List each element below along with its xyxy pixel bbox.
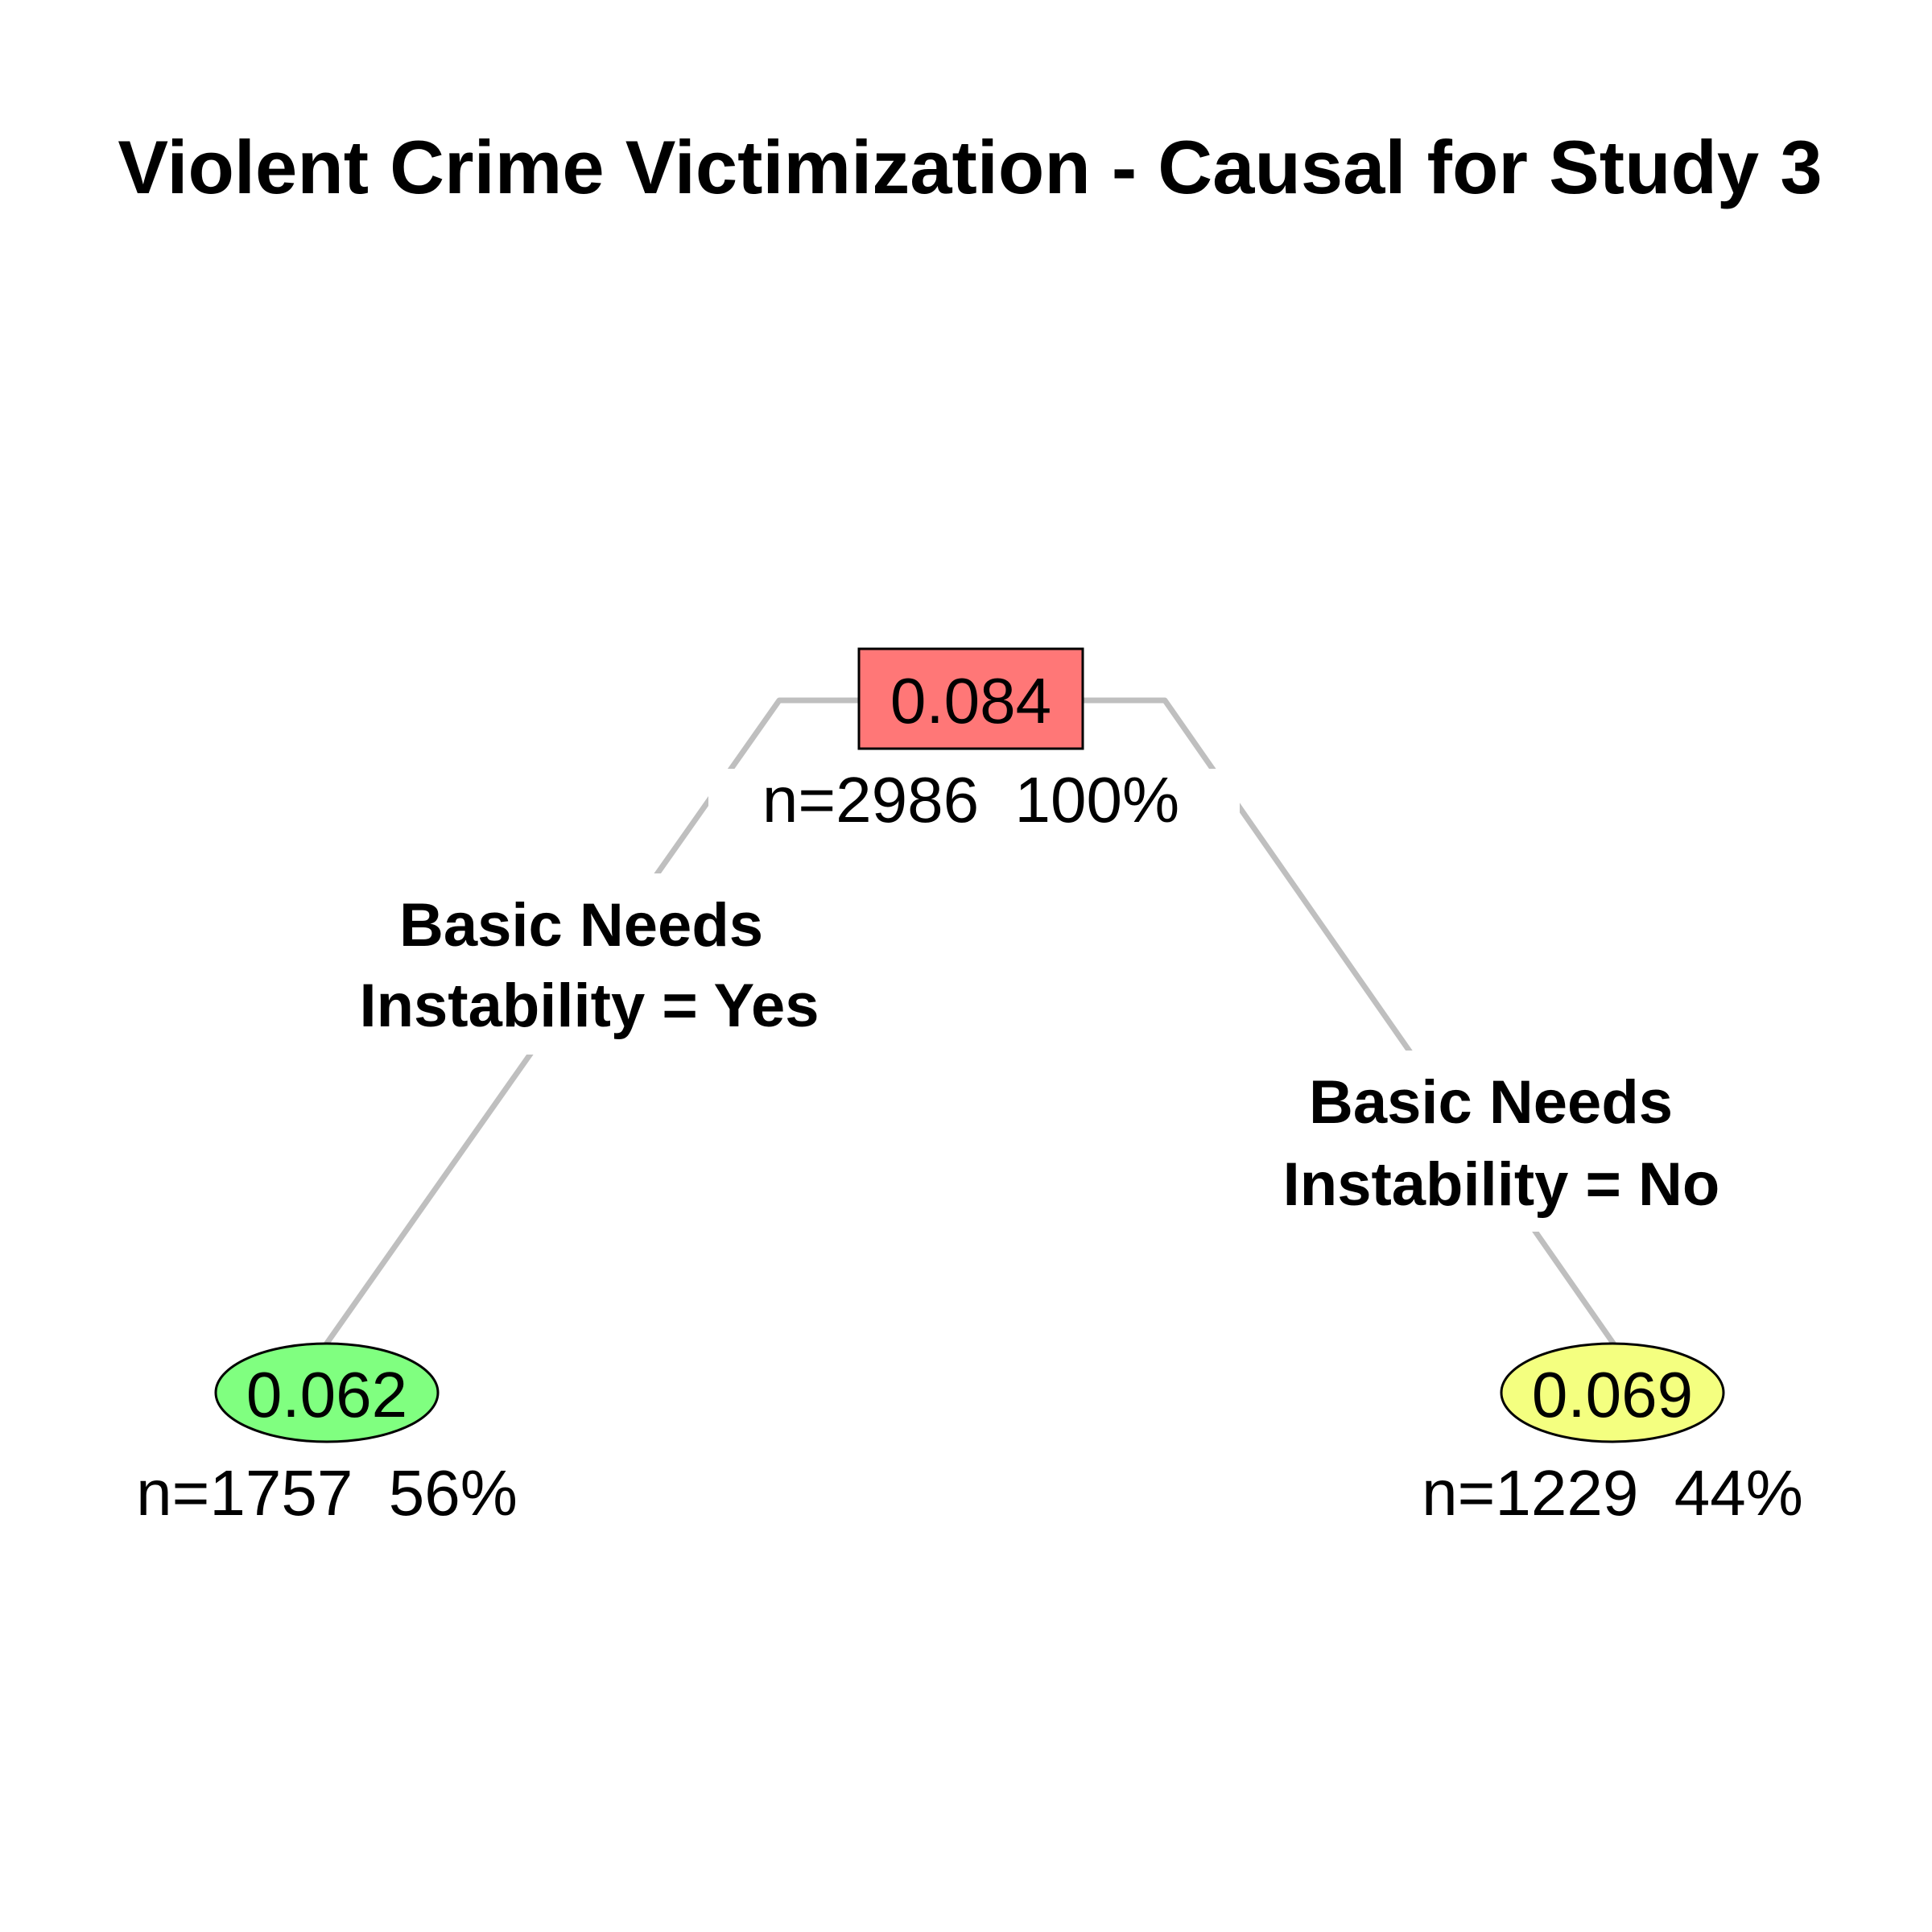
split-label-right-line1: Basic Needs	[1309, 1068, 1673, 1137]
edge-root-to-left-leaf	[324, 697, 861, 1347]
root-node-stats: n=2986 100%	[762, 764, 1179, 836]
diagram-title: Violent Crime Victimization - Causal for…	[118, 125, 1822, 209]
split-label-left: Basic Needs Instability = Yes	[330, 769, 982, 1055]
right-leaf-value: 0.069	[1532, 1359, 1693, 1430]
left-leaf-node: 0.062 n=1757 56%	[136, 1342, 518, 1529]
left-leaf-stats: n=1757 56%	[136, 1457, 518, 1529]
left-leaf-ellipse	[214, 1342, 440, 1443]
right-leaf-ellipse	[1500, 1342, 1725, 1443]
right-leaf-stats: n=1229 44%	[1422, 1457, 1803, 1529]
split-label-right: Basic Needs Instability = No	[966, 769, 1751, 1232]
split-label-left-line2: Instability = Yes	[359, 972, 819, 1040]
root-node: 0.084 n=2986 100%	[762, 647, 1179, 836]
split-label-left-line1: Basic Needs	[399, 891, 763, 960]
root-node-value: 0.084	[890, 665, 1051, 737]
right-leaf-node: 0.069 n=1229 44%	[1422, 1342, 1803, 1529]
root-node-box	[857, 647, 1084, 750]
left-leaf-value: 0.062	[246, 1359, 407, 1430]
split-label-right-line2: Instability = No	[1283, 1150, 1720, 1219]
